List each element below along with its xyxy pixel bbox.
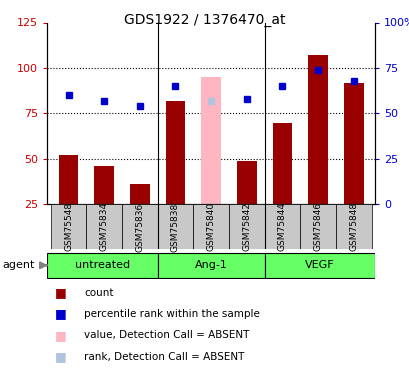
Text: Ang-1: Ang-1 [194,260,227,270]
Bar [51,204,86,249]
Text: ■: ■ [55,329,67,342]
Bar [165,101,185,204]
Text: GSM75836: GSM75836 [135,202,144,252]
Bar [299,204,335,249]
Bar [264,253,374,278]
Bar [94,166,114,204]
Bar [157,253,264,278]
Text: GSM75842: GSM75842 [242,202,251,251]
Text: ■: ■ [55,308,67,320]
Bar [335,204,371,249]
Bar [201,77,220,204]
Bar [272,123,292,204]
Text: GSM75548: GSM75548 [64,202,73,251]
Text: count: count [84,288,113,297]
Text: VEGF: VEGF [304,260,334,270]
Text: untreated: untreated [75,260,130,270]
Bar [228,204,264,249]
Text: ■: ■ [55,350,67,363]
Text: GSM75848: GSM75848 [348,202,357,251]
Text: GSM75846: GSM75846 [313,202,322,251]
Text: agent: agent [2,260,34,270]
Text: GSM75834: GSM75834 [99,202,108,251]
Text: rank, Detection Call = ABSENT: rank, Detection Call = ABSENT [84,352,244,362]
Text: GSM75838: GSM75838 [171,202,180,252]
Bar [157,204,193,249]
Bar [58,155,78,204]
Bar [343,82,363,204]
Bar [308,55,327,204]
Bar [264,204,299,249]
Text: value, Detection Call = ABSENT: value, Detection Call = ABSENT [84,330,249,340]
Bar [236,161,256,204]
Bar [193,204,228,249]
Text: GSM75840: GSM75840 [206,202,215,251]
Text: GDS1922 / 1376470_at: GDS1922 / 1376470_at [124,13,285,27]
Bar [47,253,157,278]
Text: GSM75844: GSM75844 [277,202,286,251]
Bar [122,204,157,249]
Bar [86,204,122,249]
Bar [130,184,149,204]
Text: percentile rank within the sample: percentile rank within the sample [84,309,259,319]
Text: ■: ■ [55,286,67,299]
